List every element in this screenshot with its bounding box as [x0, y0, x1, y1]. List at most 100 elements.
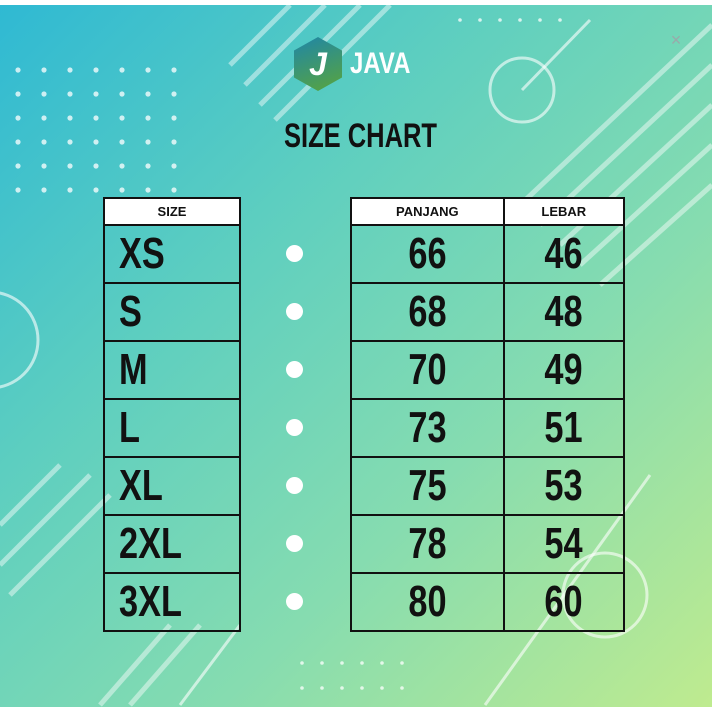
size-cell: 2XL — [103, 514, 241, 574]
decor-dot — [67, 163, 73, 169]
panjang-value: 80 — [408, 577, 447, 626]
decor-dot — [119, 187, 125, 193]
decor-dot — [41, 163, 47, 169]
decor-dot — [400, 686, 404, 690]
decor-dot — [320, 661, 324, 665]
panjang-value: 75 — [408, 461, 447, 510]
decor-dot — [41, 67, 47, 73]
decor-dot — [171, 187, 177, 193]
size-chart-image: × J JAVA SIZE CHART SIZE XS S M L XL 2XL 3XL P… — [0, 5, 712, 707]
decor-dot — [119, 139, 125, 145]
bullet-dot — [286, 477, 303, 494]
lebar-value: 48 — [544, 287, 583, 336]
decor-dot — [380, 661, 384, 665]
decor-dot — [15, 91, 21, 97]
size-cell: L — [103, 398, 241, 458]
panjang-cell: 80 — [350, 572, 505, 632]
decor-dot — [15, 67, 21, 73]
size-row: S — [103, 282, 241, 342]
panjang-value: 68 — [408, 287, 447, 336]
decor-dot — [171, 163, 177, 169]
size-row: 2XL — [103, 514, 241, 574]
size-cell: S — [103, 282, 241, 342]
size-value: XS — [119, 229, 165, 278]
lebar-cell: 54 — [502, 514, 626, 574]
decor-dot — [67, 67, 73, 73]
decor-dot — [458, 18, 462, 22]
measurement-table: PANJANG LEBAR 66 46 68 48 70 49 73 51 75 53 78 54 80 6… — [350, 197, 626, 632]
decor-dot — [93, 163, 99, 169]
decor-dot — [340, 661, 344, 665]
panjang-value: 66 — [408, 229, 447, 278]
panjang-value: 73 — [408, 403, 447, 452]
size-row: 3XL — [103, 572, 241, 632]
decor-dot — [93, 67, 99, 73]
decor-dot — [360, 661, 364, 665]
header-lebar: LEBAR — [502, 197, 626, 226]
decor-dot — [41, 139, 47, 145]
decor-dot — [518, 18, 522, 22]
decor-dot — [300, 661, 304, 665]
bullet-dot — [286, 245, 303, 262]
bullet-dot — [286, 303, 303, 320]
lebar-value: 46 — [544, 229, 583, 278]
size-cell: XL — [103, 456, 241, 516]
panjang-cell: 66 — [350, 224, 505, 284]
panjang-value: 78 — [408, 519, 447, 568]
decor-dot — [41, 187, 47, 193]
bullet-dot — [286, 535, 303, 552]
decor-dot — [15, 115, 21, 121]
size-value: 3XL — [119, 577, 182, 626]
size-cell: M — [103, 340, 241, 400]
lebar-cell: 48 — [502, 282, 626, 342]
size-row: XL — [103, 456, 241, 516]
decor-dot — [145, 115, 151, 121]
decor-dot — [400, 661, 404, 665]
decor-dot — [119, 115, 125, 121]
decor-dot — [67, 91, 73, 97]
lebar-cell: 60 — [502, 572, 626, 632]
decor-dot — [145, 91, 151, 97]
decor-dot — [171, 115, 177, 121]
decor-dot — [340, 686, 344, 690]
decor-dot — [300, 686, 304, 690]
size-value: 2XL — [119, 519, 182, 568]
size-cell: XS — [103, 224, 241, 284]
size-row: XS — [103, 224, 241, 284]
decor-dot — [145, 163, 151, 169]
decor-dot — [15, 163, 21, 169]
size-row: M — [103, 340, 241, 400]
size-value: L — [119, 403, 140, 452]
measurement-row: 73 51 — [350, 398, 626, 458]
panjang-cell: 70 — [350, 340, 505, 400]
decor-dot — [498, 18, 502, 22]
decor-dot — [538, 18, 542, 22]
decor-dot — [119, 67, 125, 73]
decor-dot — [15, 187, 21, 193]
decor-dot — [171, 91, 177, 97]
decor-dot — [67, 187, 73, 193]
decor-dot — [320, 686, 324, 690]
size-row: L — [103, 398, 241, 458]
lebar-cell: 49 — [502, 340, 626, 400]
decor-dot — [145, 139, 151, 145]
header-panjang: PANJANG — [350, 197, 505, 226]
measurement-row: 75 53 — [350, 456, 626, 516]
decor-dot — [119, 163, 125, 169]
header-size: SIZE — [103, 197, 241, 226]
lebar-cell: 51 — [502, 398, 626, 458]
decor-dot — [41, 91, 47, 97]
decor-dot — [558, 18, 562, 22]
lebar-value: 53 — [544, 461, 583, 510]
decor-dot — [119, 91, 125, 97]
decor-dot — [67, 115, 73, 121]
decor-dot — [15, 139, 21, 145]
lebar-value: 49 — [544, 345, 583, 394]
page-title: SIZE CHART — [284, 117, 437, 155]
close-icon[interactable]: × — [670, 30, 682, 50]
measurement-row: 68 48 — [350, 282, 626, 342]
decor-dot — [145, 67, 151, 73]
lebar-value: 60 — [544, 577, 583, 626]
decor-dot — [67, 139, 73, 145]
lebar-value: 51 — [544, 403, 583, 452]
